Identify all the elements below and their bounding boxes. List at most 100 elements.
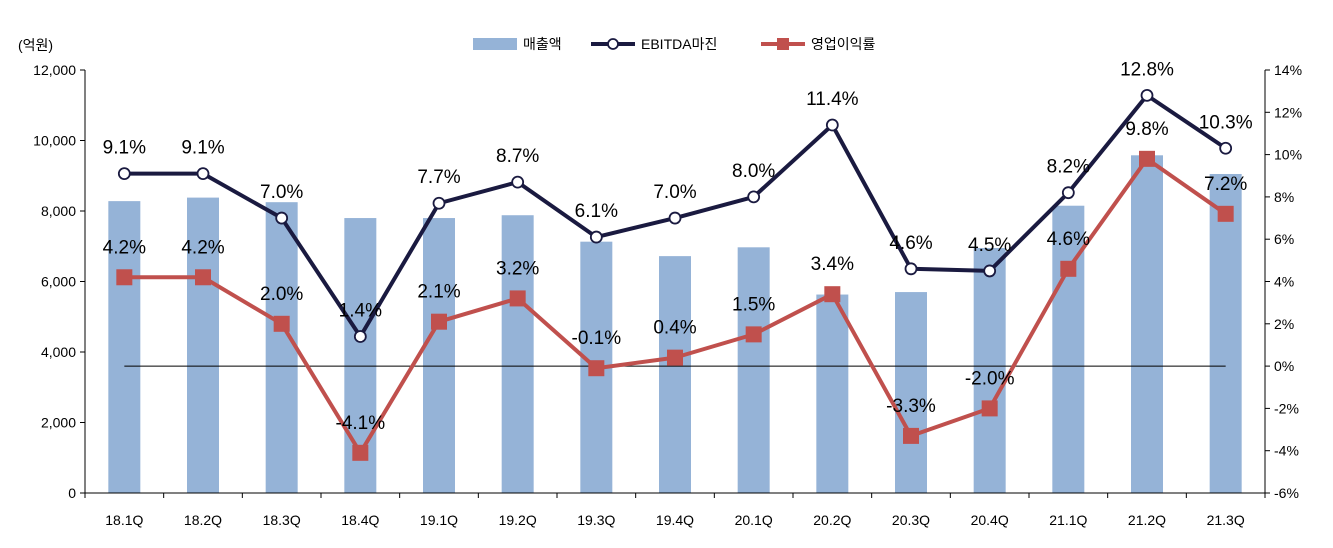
operating-margin-data-label: 2.1% — [417, 282, 460, 303]
ebitda-margin-point — [589, 230, 603, 244]
ebitda-margin-point — [117, 167, 131, 181]
ebitda-margin-data-label: 4.6% — [889, 233, 932, 254]
right-axis-tick-label: 8% — [1274, 189, 1294, 205]
ebitda-margin-data-label: 1.4% — [339, 300, 382, 321]
revenue-bar — [1209, 173, 1242, 494]
x-axis-tick-label: 20.4Q — [971, 512, 1009, 528]
operating-margin-data-label: 0.4% — [653, 318, 696, 339]
operating-margin-point — [273, 315, 290, 332]
x-axis-tick-label: 18.3Q — [263, 512, 301, 528]
right-axis-tick-label: 2% — [1274, 316, 1294, 332]
revenue-bar — [187, 197, 219, 494]
left-axis-tick-label: 10,000 — [33, 133, 76, 149]
axes: 0 2,000 4,000 6,000 8,000 10,000 12,000 -6% -4% -… — [18, 37, 1302, 528]
operating-margin-point — [903, 427, 919, 444]
operating-margin-data-label: -0.1% — [572, 328, 622, 349]
x-axis-tick-label: 21.3Q — [1207, 512, 1245, 528]
legend-label-ebitda: EBITDA마진 — [641, 36, 717, 52]
revenue-bar — [265, 202, 298, 493]
right-axis-tick-label: 4% — [1274, 274, 1294, 290]
operating-margin-data-label: 7.2% — [1204, 174, 1247, 195]
x-axis-tick-label: 18.1Q — [105, 512, 143, 528]
left-axis-tick-label: 2,000 — [41, 415, 76, 431]
revenue-bar — [1131, 155, 1163, 493]
operating-margin-data-label: 3.2% — [496, 258, 539, 279]
ebitda-margin-data-label: 9.1% — [103, 138, 146, 159]
operating-margin-data-label: 4.6% — [1047, 229, 1090, 250]
x-axis-tick-label: 18.4Q — [341, 512, 379, 528]
operating-margin-point — [431, 313, 447, 330]
operating-margin-point — [1217, 205, 1234, 222]
legend-label-revenue: 매출액 — [523, 36, 562, 52]
right-axis-tick-label: 0% — [1274, 358, 1294, 374]
ebitda-margin-data-label: 6.1% — [575, 201, 618, 222]
x-axis-tick-label: 20.2Q — [813, 512, 851, 528]
x-axis-tick-label: 19.4Q — [656, 512, 694, 528]
operating-margin-data-label: 9.8% — [1125, 119, 1168, 140]
ebitda-margin-point — [1061, 186, 1075, 200]
ebitda-margin-data-label: 8.0% — [732, 161, 775, 182]
x-axis-tick-label: 20.1Q — [735, 512, 773, 528]
right-axis-tick-label: -6% — [1274, 485, 1299, 501]
operating-margin-point — [588, 360, 605, 377]
right-axis-tick-label: 10% — [1274, 147, 1302, 163]
revenue-bar — [973, 248, 1006, 493]
left-axis-tick-label: 4,000 — [41, 344, 76, 360]
ebitda-margin-point — [1140, 88, 1154, 102]
legend-swatch-ebitda-marker — [607, 38, 619, 50]
ebitda-margin-point — [353, 330, 367, 343]
ebitda-margin-point — [511, 175, 525, 189]
revenue-bar — [659, 256, 691, 493]
revenue-bar — [423, 218, 455, 494]
right-axis-tick-label: -2% — [1274, 400, 1299, 416]
ebitda-margin-point — [1219, 141, 1233, 155]
ebitda-margin-data-label: 7.7% — [417, 167, 460, 188]
ebitda-margin-data-label: 9.1% — [181, 138, 224, 159]
right-axis-tick-label: 6% — [1274, 231, 1294, 247]
operating-margin-point — [509, 290, 526, 307]
ebitda-margin-data-label: 7.0% — [260, 182, 303, 203]
ebitda-margin-data-label: 11.4% — [806, 89, 859, 110]
operating-margin-point — [116, 269, 133, 286]
legend-label-operating: 영업이익률 — [811, 36, 876, 52]
left-axis-tick-label: 6,000 — [41, 274, 76, 290]
x-axis-tick-label: 19.1Q — [420, 512, 458, 528]
operating-margin-point — [745, 326, 762, 343]
operating-margin-data-label: -4.1% — [336, 413, 386, 434]
revenue-bar — [895, 292, 927, 493]
operating-margin-data-label: 4.2% — [181, 237, 224, 258]
ebitda-margin-point — [747, 190, 761, 204]
data-labels: 9.1% 9.1% 7.0% 1.4% 7.7% 8.7% 6.1% 7.0% 8.0% 11.4… — [103, 59, 1253, 433]
legend: 매출액 EBITDA마진 영업이익률 — [473, 36, 876, 52]
x-axis-tick-label: 21.1Q — [1049, 512, 1087, 528]
ebitda-margin-data-label: 7.0% — [653, 182, 696, 203]
operating-margin-data-label: 2.0% — [260, 284, 303, 305]
operating-margin-point — [1060, 260, 1077, 277]
operating-margin-data-label: 3.4% — [811, 254, 854, 275]
left-axis-unit: (억원) — [18, 37, 53, 53]
right-axis-tick-label: -4% — [1274, 443, 1299, 459]
operating-margin-point — [824, 286, 841, 303]
x-axis-tick-label: 18.2Q — [184, 512, 222, 528]
ebitda-margin-data-label: 8.7% — [496, 146, 539, 167]
revenue-bar — [108, 201, 141, 493]
x-axis-tick-label: 19.2Q — [499, 512, 537, 528]
left-axis-tick-label: 0 — [68, 485, 76, 501]
operating-margin-data-label: -2.0% — [965, 368, 1015, 389]
ebitda-margin-point — [196, 167, 210, 181]
left-axis-tick-label: 12,000 — [33, 62, 76, 78]
ebitda-margin-data-label: 8.2% — [1047, 157, 1090, 178]
revenue-bar — [737, 247, 770, 493]
ebitda-margin-point — [983, 264, 997, 278]
operating-margin-point — [1139, 150, 1155, 167]
ebitda-margin-point — [275, 211, 289, 225]
ebitda-margin-data-label: 4.5% — [968, 235, 1011, 256]
revenue-bar — [501, 215, 534, 494]
operating-margin-point — [352, 444, 369, 461]
x-axis-tick-label: 21.2Q — [1128, 512, 1166, 528]
right-axis-tick-label: 12% — [1274, 104, 1302, 120]
legend-swatch-operating-marker — [777, 38, 789, 50]
revenue-bar — [816, 294, 849, 493]
operating-margin-point — [667, 349, 683, 366]
